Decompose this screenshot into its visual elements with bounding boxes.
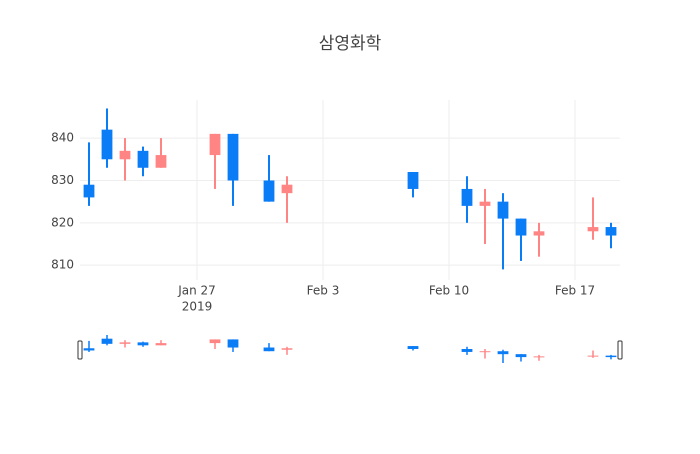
slider-candle-body: [155, 343, 167, 346]
chart-title: 삼영화학: [319, 34, 382, 54]
x-tick-label: Feb 3: [307, 284, 340, 298]
y-tick-label: 830: [51, 173, 74, 187]
candle-body: [101, 129, 113, 160]
candle-body: [497, 201, 509, 219]
slider-candle-body: [479, 351, 491, 353]
slider-candle-body: [497, 351, 509, 355]
candle-body: [281, 184, 293, 194]
range-handle[interactable]: [617, 340, 623, 360]
x-tick-label: Feb 17: [555, 284, 595, 298]
candle-body: [209, 133, 221, 156]
slider-candle-body: [605, 355, 617, 358]
y-tick-label: 810: [51, 258, 74, 272]
slider-candle-body: [209, 339, 221, 344]
slider-candle-body: [587, 355, 599, 357]
slider-candle-body: [119, 342, 131, 344]
x-tick-label: Feb 10: [429, 284, 469, 298]
candle-body: [119, 150, 131, 160]
slider-candle-body: [83, 348, 95, 351]
candle-body: [83, 184, 95, 198]
candle-body: [407, 172, 419, 189]
y-tick-label: 840: [51, 131, 74, 145]
slider-candle-body: [533, 356, 545, 358]
slider-candle-body: [101, 338, 113, 344]
candle-body: [533, 231, 545, 236]
slider-candle-body: [227, 339, 239, 348]
slider-candle-body: [263, 347, 275, 352]
y-tick-label: 820: [51, 215, 74, 229]
slider-candle-body: [137, 342, 149, 346]
candle-body: [587, 227, 599, 232]
slider-candle-body: [515, 354, 527, 358]
range-handle[interactable]: [77, 340, 83, 360]
candle-body: [263, 180, 275, 202]
candle-body: [479, 201, 491, 206]
candle-body: [605, 227, 617, 236]
x-tick-label: Jan 27: [177, 284, 216, 298]
candle-body: [515, 218, 527, 236]
slider-candle-body: [281, 348, 293, 350]
slider-candle-body: [461, 349, 473, 352]
candle-body: [155, 155, 167, 168]
candle-body: [137, 150, 149, 168]
candle-body: [461, 188, 473, 206]
x-tick-sublabel: 2019: [182, 300, 213, 314]
slider-candle-body: [407, 346, 419, 349]
candle-body: [227, 133, 239, 181]
